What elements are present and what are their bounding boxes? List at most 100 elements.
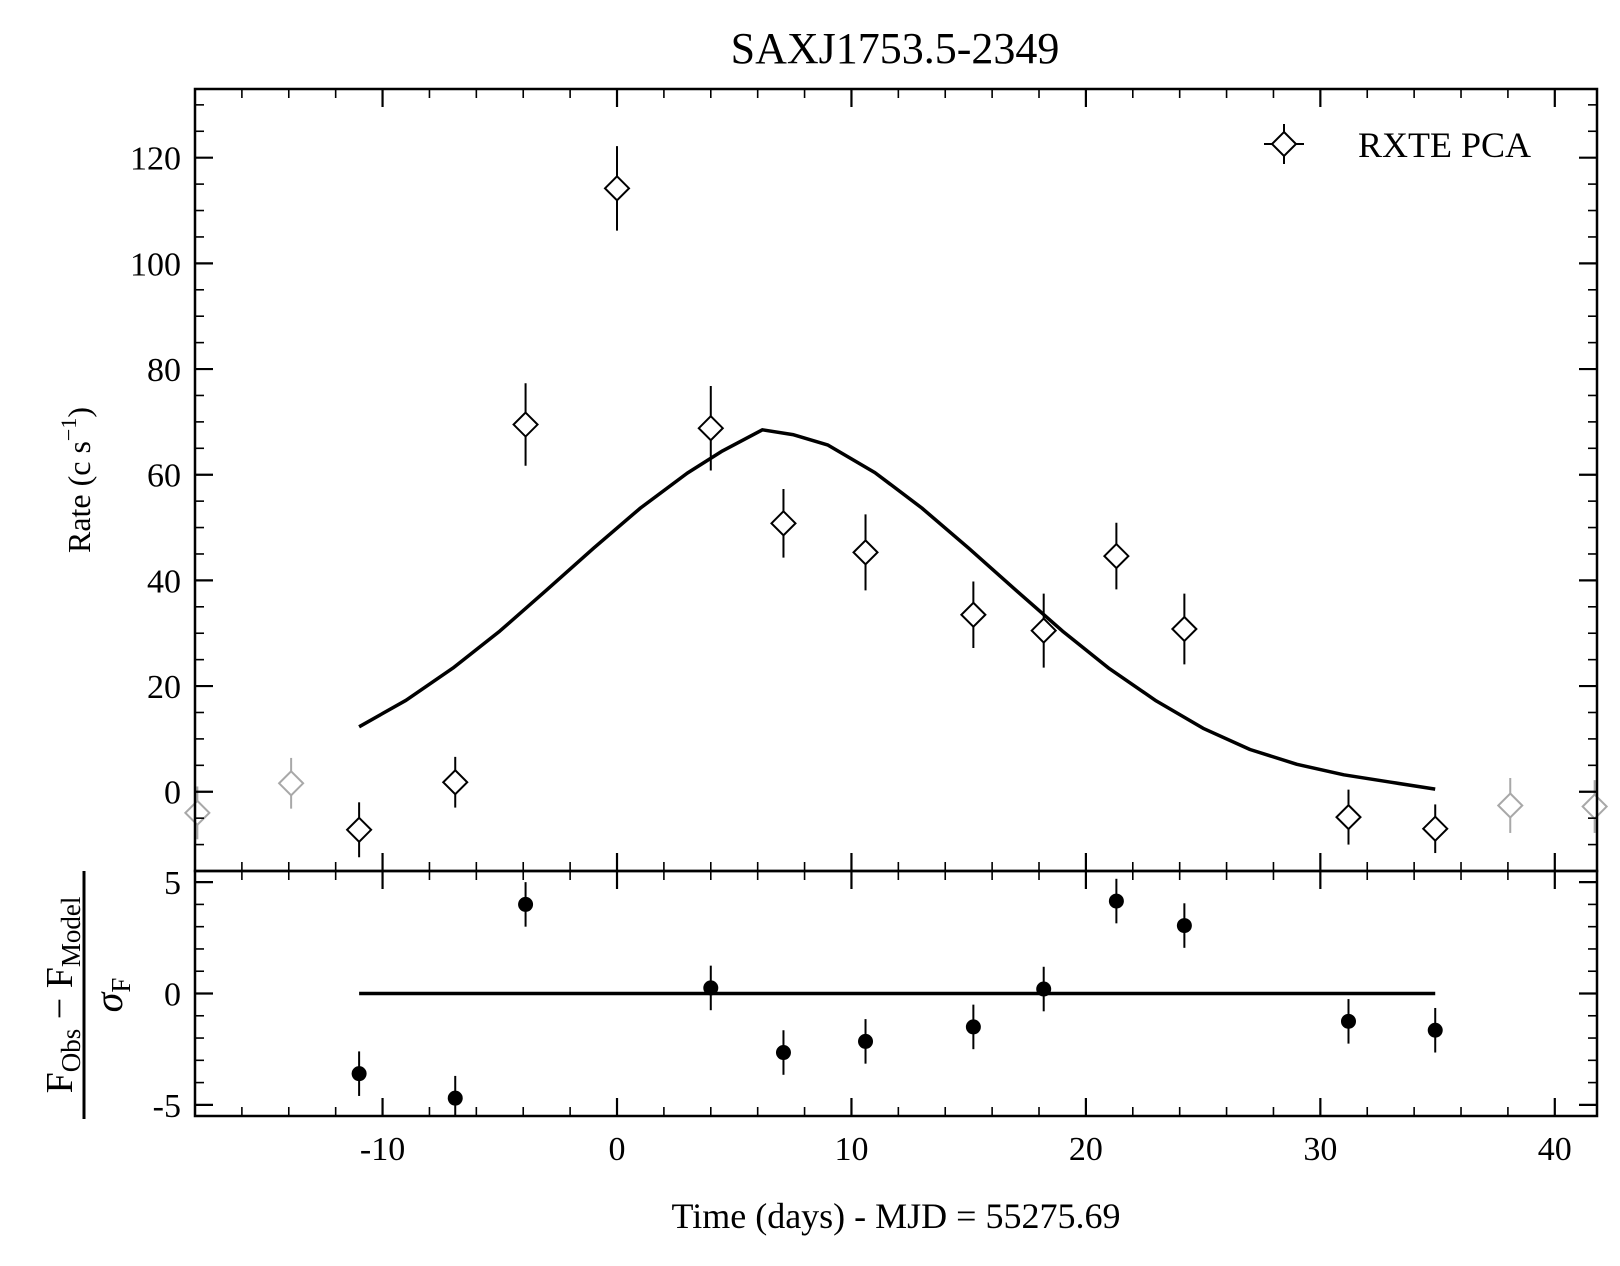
residual-marker [351,1066,367,1082]
chart-title: SAXJ1753.5-2349 [731,24,1060,73]
legend: RXTE PCA [1264,124,1531,165]
diamond-marker [770,509,797,537]
x-axis-label: Time (days) - MJD = 55275.69 [672,1196,1121,1236]
residual-y-tick-label: -5 [153,1088,181,1125]
residual-y-tick-labels: -5 0 5 [153,865,181,1125]
y-tick-label: 40 [147,563,181,600]
residual-y-tick-label: 0 [164,977,181,1014]
numerator-obs-sub: Obs [56,1029,86,1073]
main-axis-ticks [194,89,1597,872]
residual-marker [858,1033,874,1049]
x-tick-label: 0 [609,1131,626,1168]
x-tick-label: -10 [360,1131,405,1168]
residual-marker [775,1045,791,1061]
residual-marker [703,980,719,996]
model-curve-layer [358,428,1436,791]
y-label-close: ) [61,407,97,418]
residual-plot-frame [193,869,1599,1118]
data-point [697,385,725,471]
legend-marker [1270,130,1298,158]
y-tick-label: 120 [130,141,181,178]
diamond-marker [1170,615,1198,643]
y-tick-label: 100 [130,246,181,283]
residual-marker [447,1090,463,1106]
data-point [603,146,631,231]
data-point [512,383,539,466]
residual-point [1036,966,1052,1012]
y-tick-label: 0 [164,775,181,812]
residual-marker [1427,1022,1443,1038]
residual-marker [1036,981,1052,997]
residual-marker [1340,1013,1356,1029]
denominator-sigma: σ [86,991,131,1012]
data-point [345,802,373,858]
residual-marker [1108,893,1124,909]
residual-point [447,1075,463,1116]
residual-y-tick-label: 5 [164,865,181,902]
data-point [277,757,305,809]
diamond-marker [1421,815,1449,843]
y-label-main-text: Rate (c s [61,441,97,553]
residual-point [858,1019,874,1064]
diamond-marker [1030,617,1058,645]
residual-axis-ticks [194,871,1597,1116]
residual-marker [965,1019,981,1035]
diamond-marker [852,538,879,566]
residual-label-denominator: σF [86,978,136,1013]
residual-point [518,882,534,927]
data-point [1421,804,1449,854]
residual-marker [1176,918,1192,934]
residual-point [1108,878,1124,924]
legend-label: RXTE PCA [1358,125,1531,165]
diamond-marker [1102,542,1130,570]
residual-point [1340,999,1356,1044]
x-tick-label: 30 [1303,1131,1337,1168]
residual-point [1176,903,1192,948]
diamond-marker [959,601,987,629]
residual-y-axis-label: FObs − FModel σF [39,871,136,1119]
numerator-model-sub: Model [56,897,86,968]
data-point [1170,593,1198,665]
residual-point [965,1004,981,1050]
main-y-tick-labels: 0 20 40 60 80 100 120 [130,141,181,812]
diamond-marker [277,769,305,797]
data-point [852,514,879,591]
y-tick-label: 60 [147,458,181,495]
main-y-axis-label: Rate (c s−1) [56,407,97,553]
y-tick-label: 20 [147,669,181,706]
residual-point [351,1051,367,1096]
residual-marker [518,896,534,912]
residual-point [703,965,719,1011]
diamond-marker [603,174,631,202]
residual-points-layer [351,878,1443,1116]
x-tick-label: 10 [834,1131,868,1168]
data-points-layer [183,146,1609,858]
diamond-marker [697,414,725,442]
data-point [1030,593,1058,668]
numerator-f-obs: F [39,1072,81,1093]
data-point [770,488,797,558]
data-point [1335,789,1362,845]
denominator-sub: F [106,978,136,993]
diamond-marker [512,411,539,438]
numerator-f-model: F [39,967,81,988]
diamond-marker [1496,792,1524,819]
diamond-marker [345,816,373,844]
x-tick-label: 20 [1069,1131,1103,1168]
model-curve [358,428,1436,791]
data-point [441,756,469,808]
main-panel: 0 20 40 60 80 100 120 [130,87,1609,873]
diamond-marker [1335,803,1362,831]
residual-panel: -5 0 5 -10 0 10 20 30 40 [153,865,1599,1168]
data-point [1102,522,1130,590]
y-tick-label: 80 [147,352,181,389]
residual-point [1427,1007,1443,1053]
x-tick-labels: -10 0 10 20 30 40 [360,1131,1572,1168]
diamond-marker [441,768,469,796]
x-tick-label: 40 [1538,1131,1572,1168]
y-label-exponent: −1 [56,418,81,441]
data-point [1496,778,1524,833]
numerator-minus: − [39,988,81,1028]
residual-point [775,1030,791,1075]
